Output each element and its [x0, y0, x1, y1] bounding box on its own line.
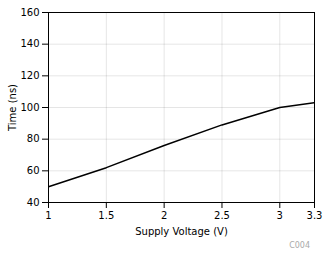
html-text:C004: C004: [289, 241, 310, 250]
svg-text:3: 3: [277, 210, 283, 221]
svg-text:3.3: 3.3: [307, 210, 323, 221]
svg-text:120: 120: [20, 70, 39, 81]
svg-text:100: 100: [20, 102, 39, 113]
svg-text:160: 160: [20, 7, 39, 18]
svg-text:1.5: 1.5: [98, 210, 114, 221]
svg-text:2: 2: [161, 210, 167, 221]
svg-text:40: 40: [27, 197, 40, 208]
svg-text:Supply Voltage (V): Supply Voltage (V): [135, 226, 228, 237]
svg-text:Time (ns): Time (ns): [7, 84, 18, 132]
svg-text:80: 80: [27, 133, 40, 144]
svg-text:140: 140: [20, 38, 39, 49]
svg-text:1: 1: [45, 210, 51, 221]
svg-text:2.5: 2.5: [214, 210, 230, 221]
svg-text:60: 60: [27, 165, 40, 176]
